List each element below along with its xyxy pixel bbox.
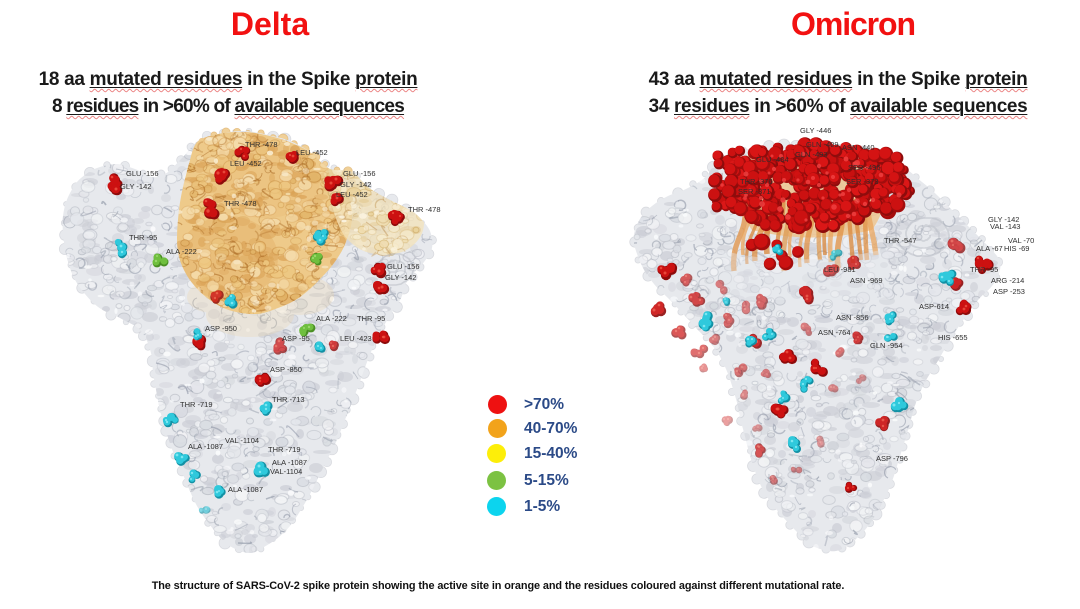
svg-text:ALA -67: ALA -67 bbox=[976, 244, 1003, 253]
svg-text:GLU -156: GLU -156 bbox=[387, 262, 420, 271]
svg-text:LEU -423: LEU -423 bbox=[340, 334, 372, 343]
svg-text:HIS -655: HIS -655 bbox=[938, 333, 968, 342]
svg-text:GLU -484: GLU -484 bbox=[756, 155, 789, 164]
svg-text:GLY -142: GLY -142 bbox=[340, 180, 371, 189]
svg-text:THR -719: THR -719 bbox=[180, 400, 213, 409]
svg-text:THR -376: THR -376 bbox=[740, 177, 773, 186]
svg-text:THR -547: THR -547 bbox=[884, 236, 917, 245]
svg-text:LEU -981: LEU -981 bbox=[824, 265, 856, 274]
svg-text:ASN -969: ASN -969 bbox=[850, 276, 883, 285]
svg-text:ASP-614: ASP-614 bbox=[919, 302, 949, 311]
svg-text:LEU -452: LEU -452 bbox=[336, 190, 368, 199]
svg-text:ALA -222: ALA -222 bbox=[166, 247, 197, 256]
svg-text:THR -478: THR -478 bbox=[245, 140, 278, 149]
svg-text:VAL-1104: VAL-1104 bbox=[270, 467, 302, 476]
svg-text:GLY -142: GLY -142 bbox=[385, 273, 416, 282]
svg-text:ALA -1087: ALA -1087 bbox=[188, 442, 223, 451]
svg-text:THR -478: THR -478 bbox=[224, 199, 257, 208]
svg-text:SER -496: SER -496 bbox=[848, 163, 881, 172]
svg-text:GLN -493: GLN -493 bbox=[795, 150, 828, 159]
svg-text:THR -719: THR -719 bbox=[268, 445, 301, 454]
svg-text:ASN -764: ASN -764 bbox=[818, 328, 851, 337]
svg-text:HIS -69: HIS -69 bbox=[1004, 244, 1029, 253]
svg-text:ASP -950: ASP -950 bbox=[205, 324, 237, 333]
svg-text:GLY -446: GLY -446 bbox=[800, 126, 831, 135]
svg-text:ASN -440: ASN -440 bbox=[842, 143, 875, 152]
svg-text:LEU -452: LEU -452 bbox=[230, 159, 262, 168]
svg-text:ASP -850: ASP -850 bbox=[270, 365, 302, 374]
svg-text:VAL -1104: VAL -1104 bbox=[225, 436, 259, 445]
svg-text:ASP -95: ASP -95 bbox=[282, 334, 310, 343]
svg-text:GLY -142: GLY -142 bbox=[120, 182, 151, 191]
svg-text:THR -713: THR -713 bbox=[272, 395, 305, 404]
svg-text:VAL -143: VAL -143 bbox=[990, 222, 1020, 231]
svg-text:ASN -856: ASN -856 bbox=[836, 313, 869, 322]
svg-text:ALA -1087: ALA -1087 bbox=[272, 458, 307, 467]
svg-text:ASP -253: ASP -253 bbox=[993, 287, 1025, 296]
svg-text:SER -373: SER -373 bbox=[846, 177, 879, 186]
svg-text:GLU -156: GLU -156 bbox=[343, 169, 376, 178]
svg-text:LEU -452: LEU -452 bbox=[296, 148, 328, 157]
svg-text:ALA -1087: ALA -1087 bbox=[228, 485, 263, 494]
svg-text:THR -95: THR -95 bbox=[357, 314, 385, 323]
svg-text:GLN -409: GLN -409 bbox=[806, 140, 839, 149]
svg-text:THR -95: THR -95 bbox=[129, 233, 157, 242]
svg-text:THR -95: THR -95 bbox=[970, 265, 998, 274]
svg-text:GLN -954: GLN -954 bbox=[870, 341, 903, 350]
svg-text:SER -371: SER -371 bbox=[738, 187, 771, 196]
svg-text:ALA -222: ALA -222 bbox=[316, 314, 347, 323]
svg-text:ARG -214: ARG -214 bbox=[991, 276, 1024, 285]
svg-text:ASP -796: ASP -796 bbox=[876, 454, 908, 463]
svg-text:GLU -156: GLU -156 bbox=[126, 169, 159, 178]
svg-text:THR -478: THR -478 bbox=[408, 205, 441, 214]
